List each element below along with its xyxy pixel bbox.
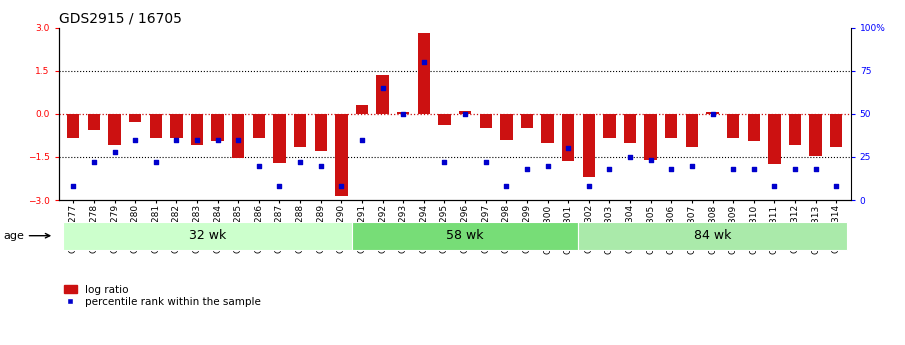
Bar xyxy=(727,114,739,138)
Bar xyxy=(604,114,615,138)
Bar xyxy=(520,114,533,128)
Bar xyxy=(397,112,409,114)
Bar xyxy=(624,114,636,142)
Bar xyxy=(129,114,141,122)
Bar xyxy=(562,114,575,161)
Point xyxy=(829,184,843,189)
Text: 58 wk: 58 wk xyxy=(446,229,484,242)
Bar xyxy=(149,114,162,138)
Bar xyxy=(294,114,306,147)
Point xyxy=(479,159,493,165)
Point xyxy=(747,166,761,172)
Bar xyxy=(809,114,822,156)
Bar xyxy=(252,114,265,138)
Point xyxy=(128,137,142,142)
Point xyxy=(272,184,287,189)
Point xyxy=(561,146,576,151)
Legend: log ratio, percentile rank within the sample: log ratio, percentile rank within the sa… xyxy=(64,285,261,307)
Point xyxy=(190,137,205,142)
Point xyxy=(582,184,596,189)
Bar xyxy=(789,114,801,146)
Text: age: age xyxy=(3,231,50,241)
Point xyxy=(66,184,81,189)
Bar xyxy=(109,114,120,146)
Point xyxy=(685,163,700,168)
Point xyxy=(87,159,101,165)
Bar xyxy=(748,114,760,141)
Point xyxy=(540,163,555,168)
Point xyxy=(210,137,224,142)
Point xyxy=(519,166,534,172)
Bar xyxy=(686,114,698,147)
Point xyxy=(787,166,802,172)
Bar xyxy=(273,114,286,163)
Point xyxy=(313,163,328,168)
Point xyxy=(169,137,184,142)
Text: 32 wk: 32 wk xyxy=(188,229,226,242)
Bar xyxy=(644,114,657,160)
Bar xyxy=(706,112,719,114)
Bar xyxy=(830,114,843,147)
Bar xyxy=(417,33,430,114)
Point xyxy=(148,159,163,165)
Point xyxy=(705,111,719,117)
Bar xyxy=(335,114,348,196)
Bar xyxy=(170,114,183,138)
Point xyxy=(623,154,637,160)
Bar xyxy=(212,114,224,141)
Bar xyxy=(376,75,389,114)
Bar xyxy=(541,114,554,142)
Bar xyxy=(480,114,492,128)
Point xyxy=(458,111,472,117)
Point xyxy=(499,184,513,189)
Point xyxy=(252,163,266,168)
Point xyxy=(355,137,369,142)
Point xyxy=(767,184,782,189)
Bar xyxy=(583,114,595,177)
Text: GDS2915 / 16705: GDS2915 / 16705 xyxy=(59,11,182,25)
Bar xyxy=(438,114,451,125)
Bar xyxy=(315,114,327,151)
Bar xyxy=(191,114,204,146)
Point xyxy=(602,166,616,172)
Bar xyxy=(232,114,244,158)
Point xyxy=(808,166,823,172)
Bar xyxy=(768,114,781,164)
Text: 84 wk: 84 wk xyxy=(694,229,731,242)
Point xyxy=(726,166,740,172)
Bar xyxy=(500,114,512,140)
Bar xyxy=(352,223,578,250)
Point xyxy=(396,111,411,117)
Point xyxy=(108,149,122,155)
Point xyxy=(334,184,348,189)
Bar xyxy=(356,105,368,114)
Point xyxy=(376,85,390,91)
Point xyxy=(231,137,245,142)
Bar xyxy=(88,114,100,130)
Point xyxy=(416,59,431,65)
Bar xyxy=(665,114,678,138)
Bar xyxy=(578,223,846,250)
Bar xyxy=(67,114,80,138)
Bar xyxy=(63,223,352,250)
Point xyxy=(293,159,308,165)
Point xyxy=(643,158,658,163)
Point xyxy=(664,166,679,172)
Point xyxy=(437,159,452,165)
Bar xyxy=(459,111,472,114)
